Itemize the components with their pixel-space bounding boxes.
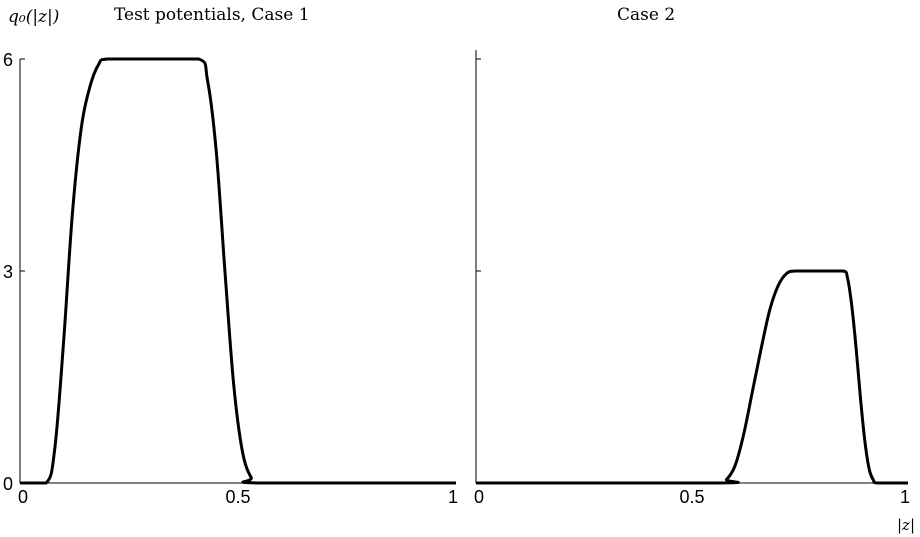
- chart-2-title: Case 2: [617, 5, 675, 25]
- chart-1-series-line: [19, 57, 456, 485]
- chart-1-x-tick-label: 0.5: [225, 487, 250, 507]
- chart-1-title: Test potentials, Case 1: [114, 5, 310, 25]
- chart-2-series-line: [475, 269, 908, 485]
- chart-1-y-tick-label: 6: [3, 50, 13, 70]
- chart-1-x-tick-label: 0: [18, 487, 28, 507]
- chart-2-x-tick-label: 0: [474, 487, 484, 507]
- chart-1-y-tick-label: 3: [3, 262, 13, 282]
- chart-2-x-tick-label: 0.5: [679, 487, 704, 507]
- chart-2-panel: 0 0.5 1: [474, 50, 910, 507]
- chart-2-x-tick-label: 1: [900, 487, 910, 507]
- chart-1-y-tick-label: 0: [3, 474, 13, 494]
- chart-1-panel: 0 3 6 0 0.5 1: [3, 50, 458, 507]
- chart-1-x-tick-label: 1: [448, 487, 458, 507]
- y-axis-label: q₀(|z|): [8, 7, 59, 27]
- x-axis-label: |z|: [897, 516, 915, 534]
